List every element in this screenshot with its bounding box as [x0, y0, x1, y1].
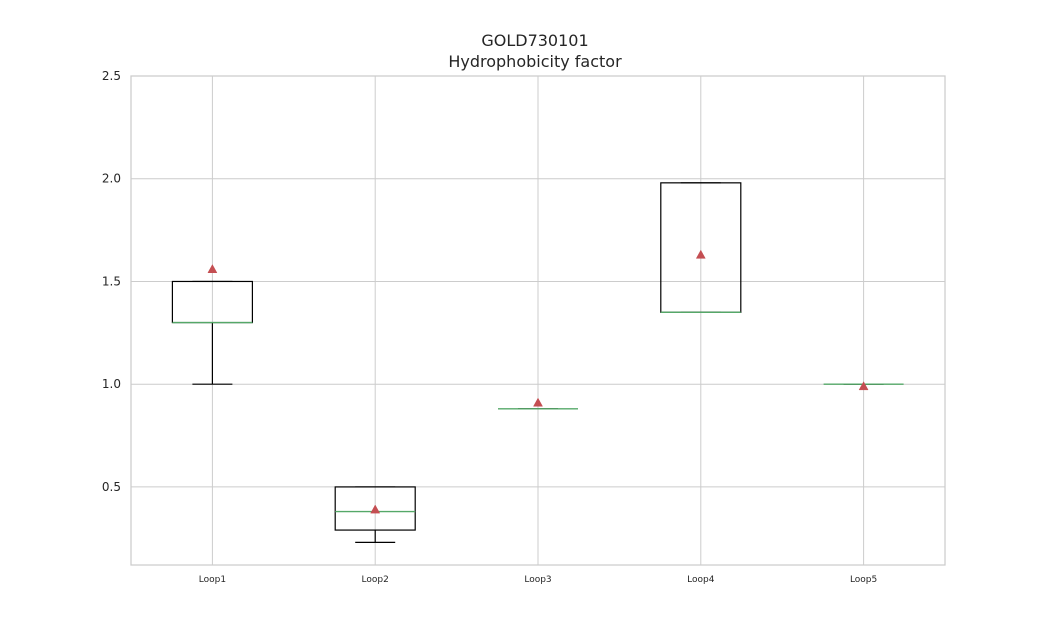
mean-marker — [370, 504, 381, 514]
grid — [131, 75, 945, 565]
mean-marker — [858, 381, 869, 391]
boxes — [171, 182, 904, 543]
iqr-box — [334, 486, 416, 531]
x-tick-label: Loop4 — [687, 575, 715, 585]
y-tick-label: 2.0 — [102, 172, 121, 186]
x-tick-label: Loop2 — [362, 575, 389, 585]
x-tick-label: Loop1 — [199, 575, 226, 585]
box-loop2 — [334, 486, 416, 543]
x-tick-label: Loop5 — [850, 575, 877, 585]
y-tick-label: 1.0 — [102, 377, 121, 391]
mean-marker — [695, 249, 706, 259]
chart-title: GOLD730101 — [481, 31, 589, 50]
y-axis-ticks: 0.5 1.0 1.5 2.0 2.5 — [102, 69, 121, 494]
mean-marker — [533, 397, 543, 407]
plot-area-frame — [130, 75, 946, 566]
box-loop5 — [823, 381, 904, 391]
mean-marker — [207, 264, 218, 273]
box-loop4 — [660, 182, 742, 313]
y-tick-label: 2.5 — [102, 69, 121, 83]
y-tick-label: 0.5 — [102, 480, 121, 494]
chart-subtitle: Hydrophobicity factor — [448, 52, 622, 71]
x-tick-label: Loop3 — [524, 575, 551, 585]
y-tick-label: 1.5 — [102, 274, 121, 288]
x-axis-ticks: Loop1 Loop2 Loop3 Loop4 Loop5 — [199, 575, 878, 585]
box-loop1 — [171, 264, 253, 385]
box-loop3 — [498, 397, 578, 410]
